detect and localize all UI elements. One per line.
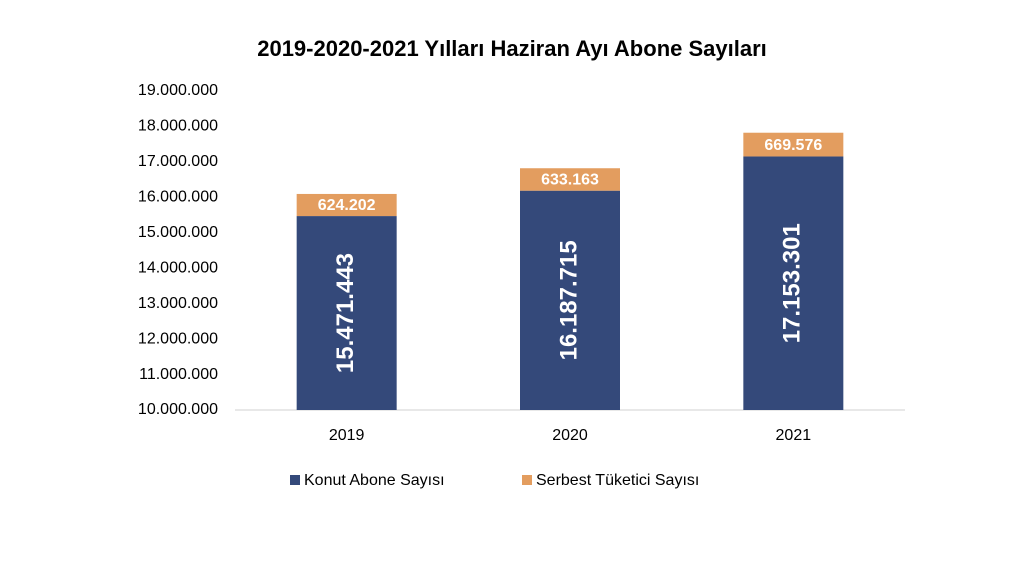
bar-segment: [520, 190, 620, 410]
chart-title: 2019-2020-2021 Yılları Haziran Ayı Abone…: [257, 36, 767, 61]
value-label: 15.471.443: [332, 253, 359, 373]
legend-label: Konut Abone Sayısı: [304, 472, 445, 489]
y-tick-label: 10.000.000: [138, 401, 218, 418]
y-tick-label: 16.000.000: [138, 189, 218, 206]
x-tick-label: 2021: [776, 427, 812, 444]
x-tick-label: 2020: [552, 427, 588, 444]
bar-segment: [743, 156, 844, 410]
value-label: 633.163: [541, 172, 599, 189]
value-label: 669.576: [764, 137, 822, 154]
y-tick-label: 18.000.000: [138, 118, 218, 135]
value-label: 16.187.715: [555, 240, 582, 360]
legend-swatch: [290, 475, 300, 485]
value-label: 17.153.301: [779, 223, 806, 343]
value-label: 624.202: [318, 197, 376, 214]
y-tick-label: 15.000.000: [138, 224, 218, 241]
y-tick-label: 14.000.000: [138, 259, 218, 276]
bar-segment: [520, 168, 620, 191]
y-tick-label: 13.000.000: [138, 295, 218, 312]
y-tick-label: 12.000.000: [138, 330, 218, 347]
bar-segment: [743, 132, 844, 157]
legend-swatch: [522, 475, 532, 485]
bar-segment: [296, 193, 397, 217]
y-tick-label: 19.000.000: [138, 82, 218, 99]
legend-label: Serbest Tüketici Sayısı: [536, 472, 699, 489]
x-tick-label: 2019: [329, 427, 365, 444]
bar-segment: [296, 216, 397, 410]
y-tick-label: 11.000.000: [139, 366, 218, 383]
y-tick-label: 17.000.000: [138, 153, 218, 170]
